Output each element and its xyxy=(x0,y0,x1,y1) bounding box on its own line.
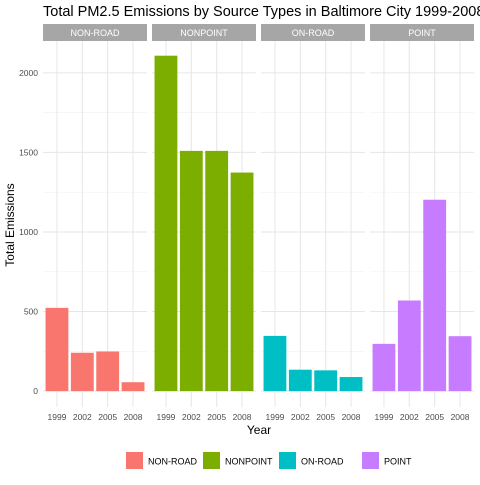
bar xyxy=(96,351,120,392)
facet-panel: ON-ROAD 1999 2002 2005 2008 xyxy=(261,24,365,422)
x-tick-label: 2002 xyxy=(400,412,419,422)
y-axis-label: Total Emissions xyxy=(3,183,17,266)
facet-strip-label: ON-ROAD xyxy=(292,28,335,38)
y-tick-label: 2000 xyxy=(19,68,38,78)
bar xyxy=(448,336,472,392)
legend-label: NON-ROAD xyxy=(148,457,197,467)
x-tick-label: 2002 xyxy=(182,412,201,422)
x-tick-label: 2005 xyxy=(207,412,226,422)
facet-strip xyxy=(261,24,365,41)
legend-item: POINT xyxy=(362,452,412,469)
facet-strip xyxy=(152,24,256,41)
legend-item: NON-ROAD xyxy=(126,452,197,469)
facet-strip-label: NONPOINT xyxy=(180,28,228,38)
facet-strip xyxy=(370,24,474,41)
x-tick-label: 1999 xyxy=(374,412,393,422)
facet-panel: NON-ROAD 1999 2002 2005 2008 xyxy=(43,24,147,422)
facet-strip-label: POINT xyxy=(408,28,436,38)
legend-label: NONPOINT xyxy=(225,457,273,467)
x-tick-label: 2008 xyxy=(451,412,470,422)
x-tick-label: 2008 xyxy=(342,412,361,422)
bar xyxy=(288,369,312,392)
bar xyxy=(314,370,338,392)
bar xyxy=(45,307,69,392)
y-tick-label: 1000 xyxy=(19,227,38,237)
chart-title: Total PM2.5 Emissions by Source Types in… xyxy=(43,4,480,20)
x-axis-label: Year xyxy=(247,423,271,437)
bar xyxy=(70,352,94,392)
legend-label: POINT xyxy=(384,457,412,467)
legend-swatch xyxy=(279,452,296,469)
legend-swatch xyxy=(126,452,143,469)
x-tick-label: 1999 xyxy=(47,412,66,422)
y-tick-label: 1500 xyxy=(19,147,38,157)
legend-label: ON-ROAD xyxy=(301,457,344,467)
x-tick-label: 1999 xyxy=(265,412,284,422)
bar xyxy=(397,300,421,392)
x-tick-label: 2008 xyxy=(233,412,252,422)
x-tick-label: 2005 xyxy=(98,412,117,422)
bar xyxy=(121,382,145,392)
legend-swatch xyxy=(203,452,220,469)
x-tick-label: 2005 xyxy=(425,412,444,422)
facet-strip xyxy=(43,24,147,41)
x-tick-label: 1999 xyxy=(156,412,175,422)
y-tick-label: 0 xyxy=(33,386,38,396)
facet-strip-label: NON-ROAD xyxy=(71,28,120,38)
bar xyxy=(423,199,447,392)
x-tick-label: 2005 xyxy=(316,412,335,422)
facet-panel: POINT 1999 2002 2005 2008 xyxy=(370,24,474,422)
bar xyxy=(372,343,396,392)
bar xyxy=(339,377,363,392)
legend-swatch xyxy=(362,452,379,469)
bar xyxy=(179,150,203,392)
bar xyxy=(154,55,178,392)
facet-panel: NONPOINT 1999 2002 2005 2008 xyxy=(152,24,256,422)
bar xyxy=(205,150,229,392)
y-tick-label: 500 xyxy=(24,307,38,317)
bar xyxy=(263,335,287,392)
x-tick-label: 2002 xyxy=(73,412,92,422)
x-tick-label: 2008 xyxy=(124,412,143,422)
bar xyxy=(230,172,254,392)
x-tick-label: 2002 xyxy=(291,412,310,422)
legend-item: ON-ROAD xyxy=(279,452,344,469)
legend-item: NONPOINT xyxy=(203,452,273,469)
